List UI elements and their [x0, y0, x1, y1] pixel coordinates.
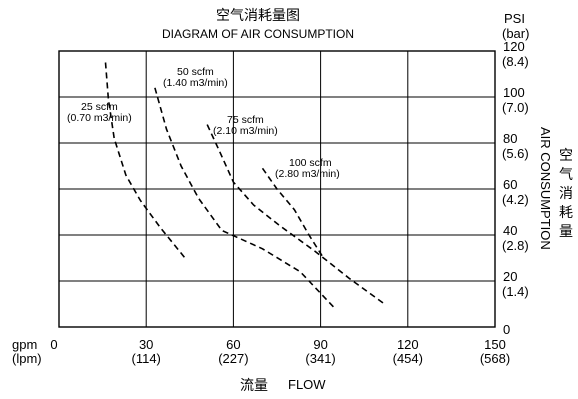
x-axis-label-en: FLOW — [288, 377, 326, 392]
x-tick-sublabel: (227) — [218, 351, 248, 366]
x-tick-label: 60 — [226, 337, 240, 352]
series-sublabel: (0.70 m3/min) — [67, 112, 132, 124]
series-line — [154, 87, 336, 310]
y-axis-label-cn-glyph: 量 — [559, 223, 573, 239]
chart-title-en: DIAGRAM OF AIR CONSUMPTION — [162, 27, 354, 41]
x-axis-label-cn: 流量 — [240, 377, 268, 393]
y-tick-sublabel: (1.4) — [502, 284, 529, 299]
series-label: 25 scfm — [81, 101, 118, 113]
x-axis-ticks: 0 30(114) 60(227) 90(341) 120(454) 150(568) — [50, 337, 510, 366]
y-tick-label: 60 — [503, 177, 517, 192]
x-unit-secondary: (lpm) — [12, 351, 42, 366]
y-unit-primary: PSI — [504, 11, 525, 26]
series-line — [261, 167, 325, 259]
series-sublabel: (1.40 m3/min) — [163, 77, 228, 89]
y-tick-sublabel: (5.6) — [502, 146, 529, 161]
y-tick-sublabel: (2.8) — [502, 238, 529, 253]
y-axis-label-cn-glyph: 空 — [559, 147, 573, 163]
series-sublabel: (2.10 m3/min) — [213, 125, 278, 137]
x-tick-sublabel: (114) — [132, 351, 161, 366]
x-tick-label: 120 — [397, 337, 419, 352]
curve-labels: 25 scfm(0.70 m3/min) 50 scfm(1.40 m3/min)… — [67, 66, 340, 180]
x-tick-label: 30 — [139, 337, 153, 352]
y-tick-label: 120 — [503, 39, 525, 54]
y-axis-label-en: AIR CONSUMPTION — [538, 127, 553, 250]
series-label: 100 scfm — [289, 157, 332, 169]
y-axis-label-cn: 空气消耗量 — [559, 147, 573, 239]
x-tick-label: 0 — [50, 337, 57, 352]
series-line — [104, 62, 188, 261]
chart-title-cn: 空气消耗量图 — [216, 7, 300, 23]
curves — [104, 62, 385, 310]
y-tick-label: 100 — [503, 85, 525, 100]
y-tick-label: 20 — [503, 269, 517, 284]
x-tick-sublabel: (568) — [480, 351, 510, 366]
y-tick-sublabel: (4.2) — [502, 192, 529, 207]
series-label: 75 scfm — [227, 114, 264, 126]
x-unit-primary: gpm — [12, 337, 37, 352]
y-tick-sublabel: (7.0) — [502, 100, 529, 115]
y-tick-sublabel: (8.4) — [502, 54, 529, 69]
x-tick-sublabel: (454) — [393, 351, 423, 366]
x-tick-sublabel: (341) — [305, 351, 335, 366]
y-axis-ticks: 0 20(1.4) 40(2.8) 60(4.2) 80(5.6) 100(7.0) 120… — [502, 39, 529, 337]
y-tick-label: 0 — [503, 322, 510, 337]
y-axis-label-cn-glyph: 耗 — [559, 204, 573, 220]
y-axis-label-cn-glyph: 气 — [559, 166, 573, 182]
y-tick-label: 40 — [503, 223, 517, 238]
x-tick-label: 90 — [313, 337, 327, 352]
series-sublabel: (2.80 m3/min) — [275, 168, 340, 180]
y-tick-label: 80 — [503, 131, 517, 146]
y-unit-secondary: (bar) — [502, 26, 529, 41]
plot-frame — [58, 50, 496, 328]
series-line — [206, 124, 385, 305]
x-tick-label: 150 — [484, 337, 506, 352]
series-label: 50 scfm — [177, 66, 214, 78]
y-axis-label-cn-glyph: 消 — [559, 185, 573, 201]
grid — [59, 51, 495, 327]
